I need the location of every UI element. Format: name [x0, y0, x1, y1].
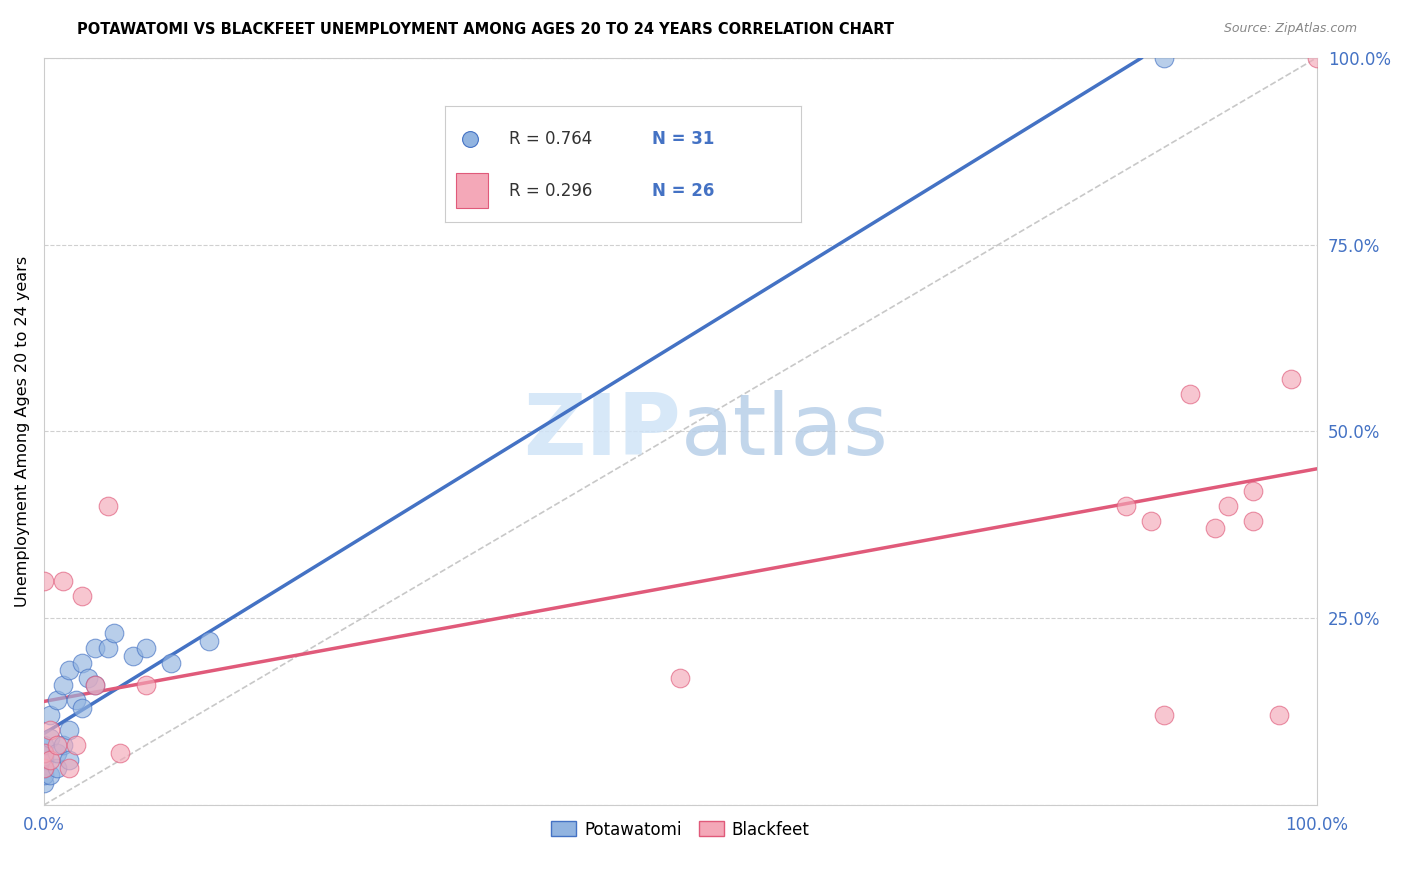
Point [1204, 521, 1226, 535]
Point [45, 746, 67, 760]
Point [96, 499, 118, 513]
Point [45, 738, 67, 752]
Point [52, 738, 75, 752]
Text: ZIP: ZIP [523, 390, 681, 473]
Point [32, 746, 55, 760]
Point [70, 701, 93, 715]
Point [58, 753, 80, 767]
Text: POTAWATOMI VS BLACKFEET UNEMPLOYMENT AMONG AGES 20 TO 24 YEARS CORRELATION CHART: POTAWATOMI VS BLACKFEET UNEMPLOYMENT AMO… [77, 22, 894, 37]
Point [1153, 708, 1175, 723]
Point [32, 749, 55, 764]
Point [52, 678, 75, 692]
Point [1178, 387, 1201, 401]
Y-axis label: Unemployment Among Ages 20 to 24 years: Unemployment Among Ages 20 to 24 years [15, 256, 30, 607]
Point [1115, 499, 1137, 513]
Point [52, 574, 75, 588]
Point [1153, 51, 1175, 65]
Point [45, 693, 67, 707]
Point [103, 626, 125, 640]
Text: Source: ZipAtlas.com: Source: ZipAtlas.com [1223, 22, 1357, 36]
Point [1281, 372, 1303, 386]
Point [1306, 51, 1329, 65]
Point [45, 761, 67, 775]
Point [83, 641, 105, 656]
Point [77, 671, 100, 685]
Point [96, 641, 118, 656]
Point [1216, 499, 1239, 513]
Point [39, 708, 62, 723]
Point [669, 671, 692, 685]
Point [32, 775, 55, 789]
Point [83, 678, 105, 692]
Point [58, 664, 80, 678]
Point [58, 761, 80, 775]
Point [83, 678, 105, 692]
Point [1241, 514, 1264, 528]
Point [65, 738, 87, 752]
Legend: Potawatomi, Blackfeet: Potawatomi, Blackfeet [544, 814, 817, 846]
Point [39, 731, 62, 745]
Point [70, 589, 93, 603]
Point [39, 768, 62, 782]
Point [32, 761, 55, 775]
Text: atlas: atlas [681, 390, 889, 473]
Point [135, 678, 157, 692]
Point [39, 753, 62, 767]
Point [110, 746, 132, 760]
Point [122, 648, 145, 663]
Point [70, 656, 93, 670]
Point [198, 633, 221, 648]
Point [32, 574, 55, 588]
Point [58, 723, 80, 738]
Point [1267, 708, 1289, 723]
Point [32, 753, 55, 767]
Point [32, 761, 55, 775]
Point [135, 641, 157, 656]
Point [160, 656, 183, 670]
Point [32, 738, 55, 752]
Point [39, 723, 62, 738]
Point [1241, 484, 1264, 499]
Point [32, 746, 55, 760]
Point [32, 768, 55, 782]
Point [65, 693, 87, 707]
Point [1140, 514, 1163, 528]
